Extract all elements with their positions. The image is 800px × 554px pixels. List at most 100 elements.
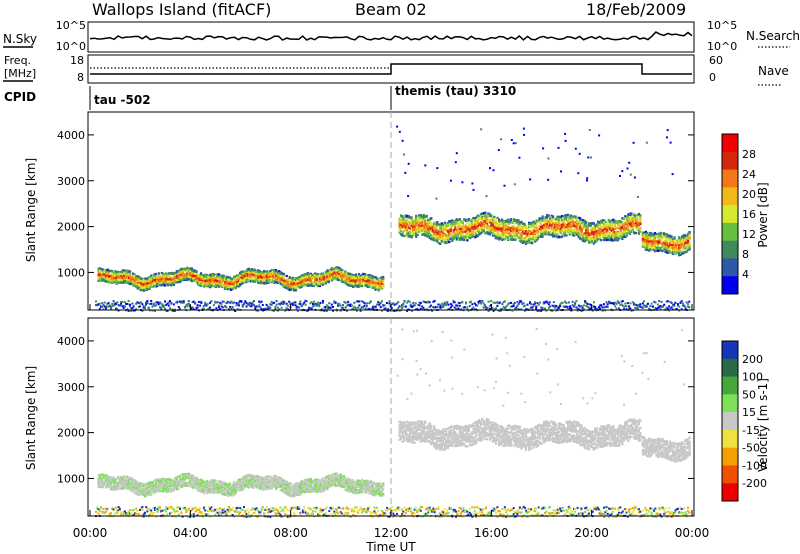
data-cell	[169, 276, 172, 279]
data-cell	[338, 275, 341, 278]
data-cell	[180, 274, 183, 277]
data-cell	[644, 248, 647, 251]
data-cell	[537, 236, 540, 239]
data-cell	[189, 270, 192, 273]
data-cell	[121, 275, 124, 278]
data-cell	[577, 223, 580, 227]
data-cell	[338, 279, 341, 282]
data-cell	[180, 271, 183, 274]
data-cell	[595, 239, 598, 242]
data-cell	[139, 282, 142, 285]
data-cell	[613, 235, 616, 238]
data-cell	[449, 219, 452, 223]
data-cell	[163, 284, 166, 287]
data-cell	[579, 225, 582, 228]
data-cell	[579, 234, 582, 237]
data-cell	[506, 236, 510, 239]
data-cell	[291, 285, 294, 288]
data-cell	[481, 226, 484, 229]
data-cell	[356, 279, 359, 282]
data-cell	[324, 276, 327, 279]
data-cell	[201, 281, 204, 284]
data-cell	[217, 273, 221, 276]
data-cell	[145, 280, 148, 283]
data-cell	[168, 272, 171, 275]
data-cell	[403, 230, 406, 233]
data-cell	[433, 231, 436, 234]
data-cell	[419, 226, 422, 229]
data-cell	[531, 242, 534, 245]
data-cell	[550, 224, 553, 227]
data-cell	[326, 273, 329, 276]
data-cell	[315, 283, 318, 286]
data-cell	[521, 226, 525, 229]
data-cell	[210, 281, 213, 284]
data-cell	[627, 221, 630, 224]
data-cell	[147, 287, 150, 291]
data-cell	[600, 230, 603, 233]
data-cell	[211, 274, 215, 277]
data-cell	[518, 229, 522, 232]
data-cell	[544, 230, 547, 233]
data-cell	[302, 278, 305, 281]
data-cell	[245, 279, 248, 282]
data-cell	[463, 230, 466, 233]
data-cell	[154, 278, 157, 282]
data-cell	[433, 226, 436, 229]
data-cell	[442, 229, 445, 232]
data-cell	[529, 241, 532, 244]
data-cell	[630, 226, 633, 229]
data-cell	[576, 233, 579, 236]
data-cell	[419, 225, 422, 228]
data-cell	[479, 213, 482, 216]
data-cell	[452, 236, 455, 239]
data-cell	[615, 233, 618, 236]
data-cell	[144, 279, 147, 283]
data-cell	[509, 234, 513, 238]
data-cell	[499, 234, 502, 237]
data-cell	[458, 218, 461, 221]
data-cell	[156, 283, 159, 286]
data-cell	[415, 227, 418, 231]
data-cell	[637, 232, 640, 235]
data-cell	[491, 232, 494, 235]
data-cell	[591, 226, 594, 229]
data-cell	[621, 221, 624, 224]
data-cell	[120, 276, 123, 279]
data-cell	[211, 283, 215, 286]
data-cell	[147, 282, 150, 285]
data-cell	[589, 224, 592, 227]
data-cell	[293, 289, 296, 292]
data-cell	[583, 219, 586, 222]
data-cell	[117, 281, 120, 284]
data-cell	[454, 227, 457, 230]
data-cell	[186, 271, 189, 274]
data-cell	[192, 270, 195, 273]
data-cell	[240, 273, 243, 276]
data-cell	[424, 234, 427, 237]
data-cell	[485, 228, 488, 231]
data-cell	[186, 278, 189, 282]
data-cell	[237, 277, 240, 280]
data-cell	[285, 280, 288, 283]
data-cell	[505, 220, 508, 223]
data-cell	[103, 279, 106, 282]
data-cell	[505, 236, 508, 239]
data-cell	[359, 278, 362, 281]
data-cell	[230, 277, 233, 280]
data-cell	[130, 280, 133, 284]
data-cell	[643, 246, 646, 249]
data-cell	[177, 272, 180, 276]
data-cell	[251, 279, 254, 282]
data-cell	[500, 238, 504, 241]
data-cell	[413, 230, 416, 233]
data-cell	[263, 275, 266, 279]
data-cell	[99, 272, 102, 275]
data-cell	[431, 228, 434, 231]
data-cell	[258, 281, 261, 284]
data-cell	[189, 267, 192, 270]
data-cell	[246, 274, 249, 277]
data-cell	[281, 283, 284, 286]
data-cell	[449, 222, 452, 226]
data-cell	[433, 233, 436, 236]
